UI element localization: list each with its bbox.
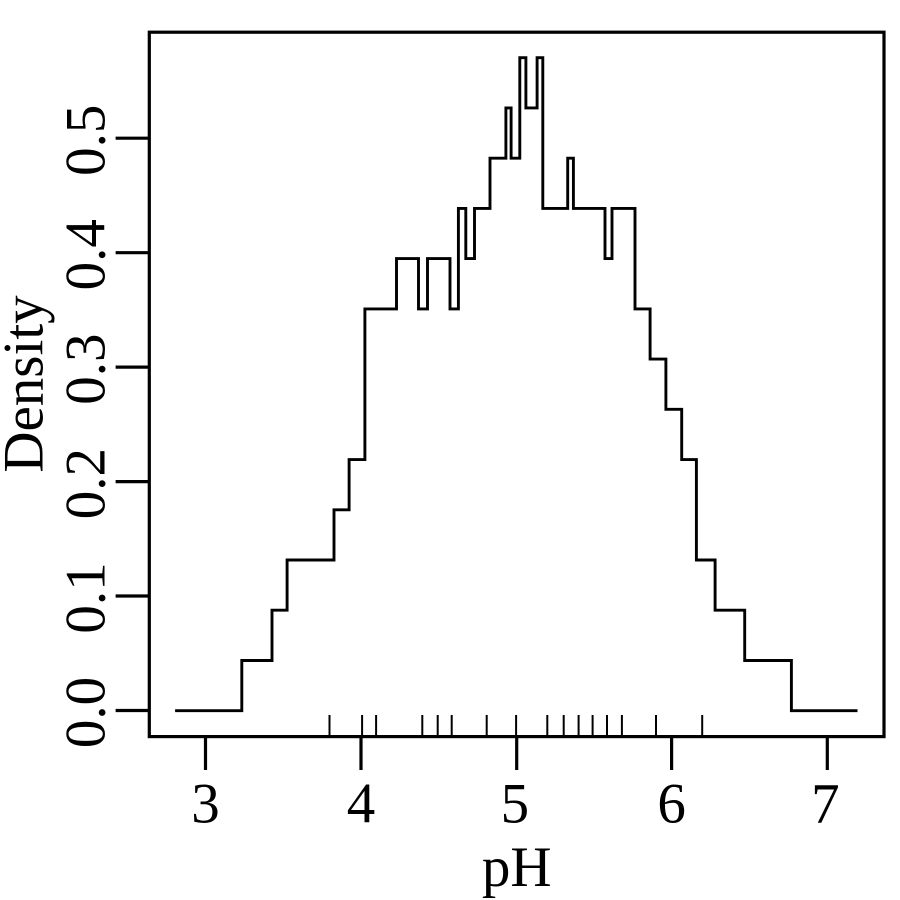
svg-text:0.4: 0.4 — [55, 219, 118, 290]
svg-text:6: 6 — [657, 773, 686, 836]
svg-text:Density: Density — [0, 295, 56, 473]
svg-text:pH: pH — [482, 836, 552, 899]
svg-text:3: 3 — [191, 773, 220, 836]
svg-text:4: 4 — [347, 773, 376, 836]
svg-text:0.1: 0.1 — [55, 562, 118, 633]
svg-text:0.3: 0.3 — [55, 333, 118, 404]
svg-text:0.0: 0.0 — [55, 677, 118, 748]
svg-text:7: 7 — [811, 773, 840, 836]
svg-text:0.5: 0.5 — [55, 105, 118, 176]
svg-text:5: 5 — [501, 773, 530, 836]
svg-text:0.2: 0.2 — [55, 448, 118, 519]
